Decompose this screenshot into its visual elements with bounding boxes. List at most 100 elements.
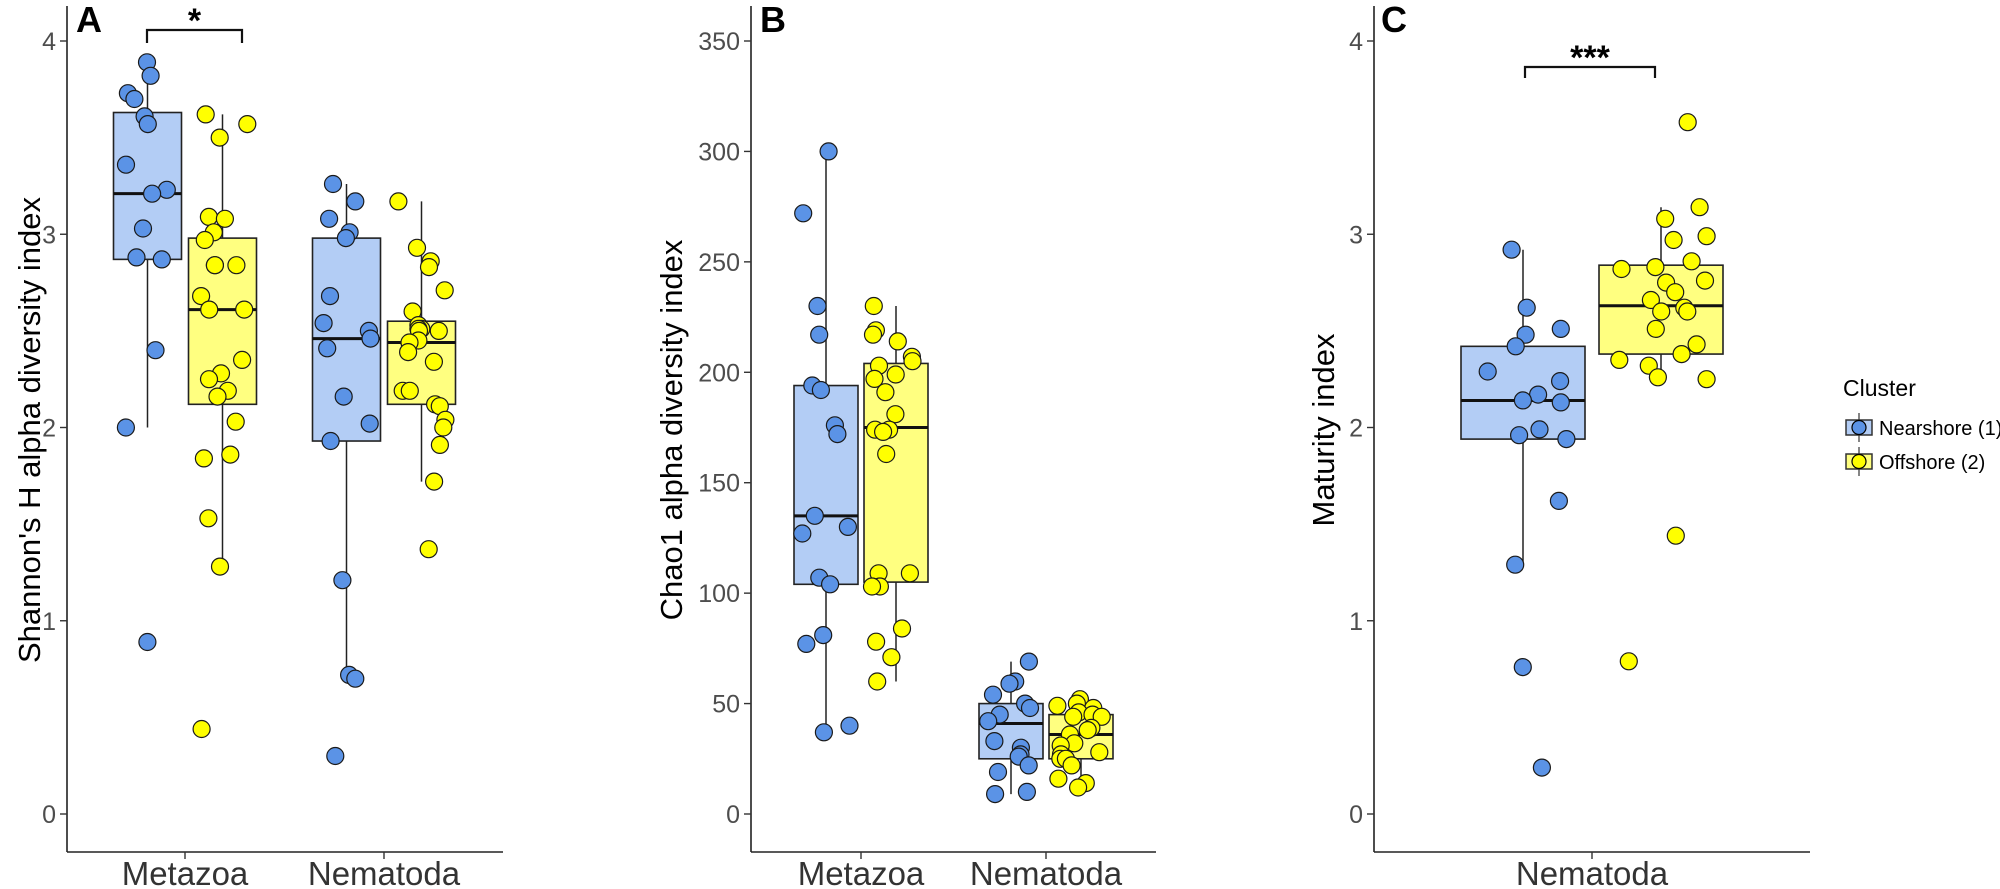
data-point [194, 449, 213, 468]
data-point [797, 634, 816, 654]
data-point [1646, 258, 1665, 277]
panel-c: 0 1 2 3 4 Nematoda Maturity index C *** [1306, 0, 1810, 889]
y-tick-label: 50 [712, 691, 740, 719]
data-point [1551, 393, 1570, 412]
data-point [1697, 370, 1716, 389]
data-point [1697, 227, 1716, 246]
data-point [235, 300, 254, 319]
data-point [221, 445, 240, 464]
data-point [334, 387, 353, 406]
data-point [1517, 298, 1536, 317]
data-point [1641, 290, 1661, 310]
significance-bracket: * [145, 2, 244, 43]
data-point [1516, 325, 1535, 344]
data-point [360, 414, 379, 433]
data-point [814, 723, 834, 742]
data-point [1690, 198, 1709, 217]
x-tick-label: Metazoa [122, 855, 249, 889]
data-point [346, 669, 365, 688]
data-point [1652, 302, 1671, 321]
y-tick-label: 3 [42, 221, 56, 249]
data-point [195, 230, 214, 250]
data-point [810, 325, 829, 344]
box-nematoda-offshore [1048, 690, 1114, 797]
data-point [863, 325, 883, 344]
x-tick-label: Nematoda [970, 855, 1123, 889]
data-point [320, 287, 340, 306]
data-point [1478, 362, 1497, 381]
legend-label-nearshore: Nearshore (1) [1879, 418, 2000, 440]
data-point [146, 341, 165, 360]
data-point [196, 105, 215, 124]
bracket-line [1523, 65, 1657, 78]
data-point [389, 192, 408, 211]
box-iqr [863, 362, 929, 583]
data-point [419, 540, 438, 559]
data-point [1090, 743, 1109, 762]
data-point [1020, 698, 1040, 718]
data-point [1646, 319, 1665, 338]
data-point [840, 716, 859, 735]
data-point [1000, 674, 1019, 693]
data-point [1666, 526, 1685, 545]
data-point [868, 672, 887, 691]
data-point [227, 256, 246, 275]
y-tick-label: 2 [42, 415, 56, 443]
data-point [425, 472, 444, 491]
data-point [892, 619, 912, 638]
data-point [1664, 230, 1683, 250]
legend-item-nearshore: Nearshore (1) [1845, 413, 2000, 442]
data-point [865, 369, 884, 388]
y-tick-label: 250 [698, 249, 740, 277]
data-point [886, 365, 905, 384]
data-point [434, 418, 453, 437]
y-tick-label: 200 [698, 359, 740, 387]
significance-label: *** [1570, 39, 1610, 77]
data-point [1656, 209, 1675, 228]
data-point [1695, 271, 1715, 290]
significance-bracket: *** [1523, 39, 1657, 78]
data-point [424, 352, 443, 371]
data-point [116, 418, 136, 437]
panel-b: 0 50 100 150 200 250 300 350 Metazoa Nematoda Chao… [654, 0, 1156, 889]
box-iqr [793, 384, 859, 586]
data-point [138, 632, 157, 652]
data-point [1017, 782, 1037, 802]
data-point [125, 89, 144, 109]
data-point [866, 632, 886, 651]
data-point [1049, 769, 1068, 788]
legend-title: Cluster [1843, 375, 1916, 401]
data-point [1528, 385, 1548, 404]
data-point [1532, 758, 1552, 777]
data-point [877, 444, 896, 464]
data-point [399, 343, 418, 362]
x-tick-label: Nematoda [308, 855, 461, 889]
x-tick-label: Metazoa [798, 855, 925, 889]
data-point [864, 296, 883, 316]
data-point [820, 575, 840, 594]
box-metazoa-offshore [187, 105, 258, 739]
data-point [1678, 113, 1697, 132]
legend-key-point-nearshore [1851, 419, 1867, 436]
x-tick-label: Nematoda [1516, 855, 1669, 889]
data-point [1506, 337, 1525, 356]
data-point [361, 329, 380, 348]
data-point [886, 405, 905, 424]
data-point [838, 517, 858, 537]
data-point [1551, 319, 1570, 338]
data-point [1048, 696, 1067, 715]
data-point [1062, 756, 1081, 775]
data-point [141, 66, 160, 85]
y-tick-label: 1 [1349, 608, 1363, 636]
y-tick-label: 2 [1349, 415, 1363, 443]
data-point [192, 287, 211, 306]
y-tick-label: 0 [42, 801, 56, 829]
box-nematoda-nearshore [311, 174, 382, 766]
data-point [1078, 720, 1097, 740]
data-point [862, 577, 882, 596]
data-point [215, 209, 234, 228]
y-tick-label: 4 [42, 28, 56, 56]
data-point [1530, 420, 1549, 439]
data-point [336, 229, 355, 248]
data-point [133, 219, 153, 238]
